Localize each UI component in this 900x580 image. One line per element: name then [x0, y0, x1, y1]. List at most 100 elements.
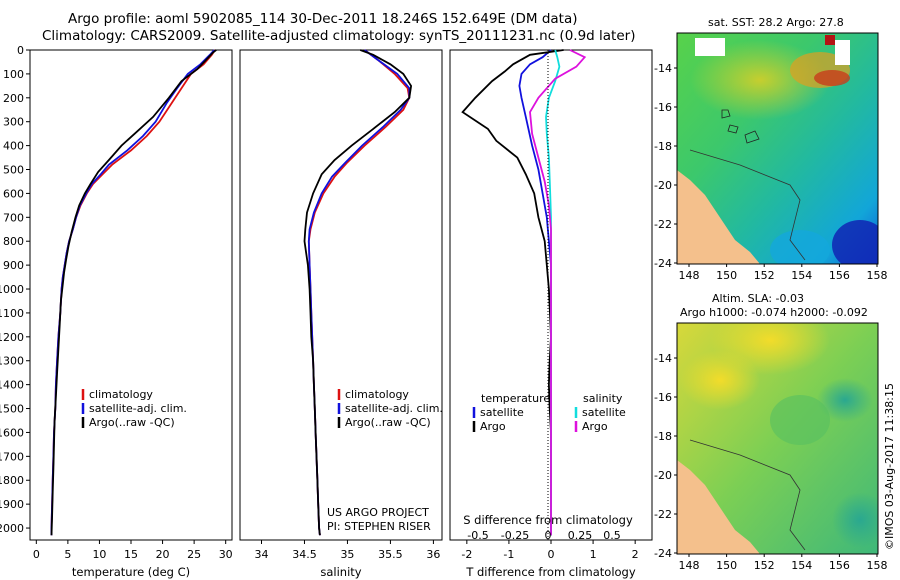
legend-label: satellite [480, 406, 524, 419]
legend-label: satellite-adj. clim. [345, 402, 443, 415]
y-tick-label: 1800 [0, 474, 24, 487]
map-lon-label: 158 [867, 269, 888, 282]
difference-chart: -2 -1 0 1 2 T difference from climatology -0.5… [461, 49, 639, 579]
y-tick-label: 300 [3, 116, 24, 129]
y-tick-label: 1600 [0, 426, 24, 439]
y-tick-label: 1100 [0, 307, 24, 320]
legend-label: satellite [582, 406, 626, 419]
x-tick-label: -1 [503, 548, 514, 561]
y-tick-label: 900 [3, 259, 24, 272]
temperature-panel [29, 49, 233, 541]
x-tick-label: 1 [590, 548, 597, 561]
map-lat-label: -24 [654, 547, 672, 560]
map-lat-label: -20 [654, 469, 672, 482]
series-line [303, 49, 413, 536]
y-tick-label: 600 [3, 187, 24, 200]
map-lon-label: 150 [716, 269, 737, 282]
x-tick-label: 35 [340, 548, 354, 561]
sla-map-title1: Altim. SLA: -0.03 [712, 292, 804, 305]
map-lon-label: 150 [716, 559, 737, 572]
map-lon-label: 154 [791, 269, 812, 282]
x-axis-label: T difference from climatology [465, 565, 636, 579]
map-lon-label: 154 [791, 559, 812, 572]
y-tick-label: 700 [3, 211, 24, 224]
x-tick-label: 35.5 [378, 548, 403, 561]
map-lat-label: -22 [654, 218, 672, 231]
map-lat-label: -24 [654, 257, 672, 270]
map-lat-label: -18 [654, 140, 672, 153]
legend-heading: temperature [481, 392, 550, 405]
x-tick-label: 34.5 [292, 548, 317, 561]
sla-map: Altim. SLA: -0.03 Argo h1000: -0.074 h20… [676, 292, 879, 555]
y-tick-label: 200 [3, 92, 24, 105]
map-lat-label: -20 [654, 179, 672, 192]
map-lat-label: -14 [654, 352, 672, 365]
salinity-panel [239, 49, 443, 541]
map-lon-label: 156 [829, 559, 850, 572]
x2-tick-label: -0.25 [501, 529, 529, 542]
series-line [307, 49, 411, 536]
legend-label: climatology [345, 388, 409, 401]
map-lon-label: 148 [679, 559, 700, 572]
x-tick-label: 10 [92, 548, 106, 561]
y-tick-label: 100 [3, 68, 24, 81]
series-line [50, 49, 217, 536]
salinity-chart: 34 34.5 35 35.5 36 salinity climatologysatelli… [254, 49, 443, 579]
x2-tick-label: 0 [545, 529, 552, 542]
map-lat-label: -16 [654, 391, 672, 404]
legend-label: Argo(..raw -QC) [89, 416, 175, 429]
x-tick-label: 5 [64, 548, 71, 561]
series-line [50, 49, 215, 536]
map-lat-label: -18 [654, 430, 672, 443]
x-axis-label: salinity [320, 565, 361, 579]
x-tick-label: -2 [461, 548, 472, 561]
y-tick-label: 400 [3, 140, 24, 153]
map-lon-label: 158 [867, 559, 888, 572]
map-lat-label: -22 [654, 508, 672, 521]
legend-label: climatology [89, 388, 153, 401]
x-tick-label: 34 [254, 548, 268, 561]
header-line2: Climatology: CARS2009. Satellite-adjuste… [42, 28, 636, 44]
legend-label: Argo [480, 420, 506, 433]
y-tick-label: 1400 [0, 379, 24, 392]
x-tick-label: 2 [632, 548, 639, 561]
legend-label: satellite-adj. clim. [89, 402, 187, 415]
y-tick-label: 2000 [0, 522, 24, 535]
y-tick-label: 1000 [0, 283, 24, 296]
series-line [529, 49, 587, 536]
legend-label: Argo(..raw -QC) [345, 416, 431, 429]
legend-heading: salinity [583, 392, 623, 405]
sst-map: sat. SST: 28.2 Argo: 27.8 [676, 16, 879, 265]
map-lon-label: 152 [754, 559, 775, 572]
map-lon-label: 148 [679, 269, 700, 282]
series-line [518, 49, 552, 536]
x-axis-label: temperature (deg C) [72, 565, 190, 579]
y-tick-label: 1700 [0, 450, 24, 463]
legend-label: Argo [582, 420, 608, 433]
sla-map-title2: Argo h1000: -0.074 h2000: -0.092 [680, 306, 868, 319]
map-lon-label: 156 [829, 269, 850, 282]
x2-tick-label: 0.25 [568, 529, 593, 542]
x2-tick-label: -0.5 [467, 529, 488, 542]
footer-timestamp: ©IMOS 03-Aug-2017 11:38:15 [883, 383, 896, 550]
series-line [461, 49, 564, 536]
y-tick-label: 1300 [0, 355, 24, 368]
series-line [545, 49, 561, 536]
x2-tick-label: 0.5 [603, 529, 621, 542]
x-tick-label: 20 [156, 548, 170, 561]
credit-text: US ARGO PROJECT [327, 506, 429, 519]
y-tick-label: 800 [3, 235, 24, 248]
y-tick-label: 1900 [0, 498, 24, 511]
header-line1: Argo profile: aoml 5902085_114 30-Dec-20… [68, 11, 578, 27]
x-tick-label: 0 [548, 548, 555, 561]
y-tick-label: 0 [17, 44, 24, 57]
y-tick-label: 1200 [0, 331, 24, 344]
x-tick-label: 0 [33, 548, 40, 561]
x-tick-label: 25 [187, 548, 201, 561]
x2-axis-label: S difference from climatology [463, 513, 633, 527]
map-lon-label: 152 [754, 269, 775, 282]
x-tick-label: 36 [426, 548, 440, 561]
credit-text: PI: STEPHEN RISER [327, 520, 431, 533]
temperature-chart: 0100200300400500600700800900100011001200… [0, 44, 233, 579]
